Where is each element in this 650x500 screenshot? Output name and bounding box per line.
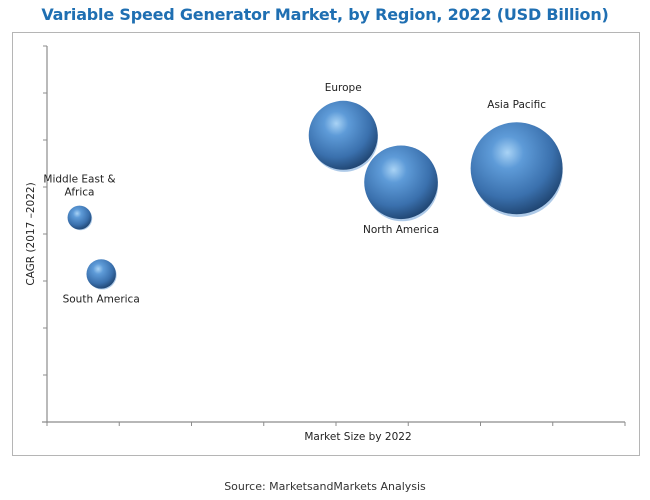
bubble [67,205,92,230]
bubble-group: Middle East & Africa [43,174,116,231]
bubble-label: Middle East & Africa [43,174,115,199]
bubble [470,122,563,215]
axes [42,45,626,426]
bubble-label: Europe [325,82,362,94]
bubble-label: South America [63,294,140,306]
x-axis-label: Market Size by 2022 [304,431,411,443]
bubbles: Europe North America Asia Pacific Middle Ea… [43,82,563,306]
bubble-label: North America [363,224,439,236]
bubble-group: North America [363,145,439,236]
bubble-group: Asia Pacific [470,99,563,217]
bubble [364,145,438,220]
bubble-group: South America [63,259,140,306]
chart-frame [12,32,640,456]
bubble-group: Europe [308,82,379,172]
bubble-label: Asia Pacific [487,99,546,111]
bubble [308,100,378,170]
bubble [86,259,116,289]
source-note: Source: MarketsandMarkets Analysis [224,480,426,493]
chart-title: Variable Speed Generator Market, by Regi… [41,5,609,24]
y-axis-label: CAGR (2017 –2022) [25,182,37,285]
